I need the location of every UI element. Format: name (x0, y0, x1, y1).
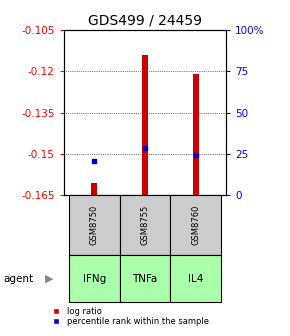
Title: GDS499 / 24459: GDS499 / 24459 (88, 14, 202, 28)
Bar (142, 55, 148, 195)
Text: GSM8755: GSM8755 (140, 205, 150, 245)
Bar (119, 255, 171, 302)
Bar (171, 195, 221, 255)
Bar (91, 182, 97, 195)
Text: GSM8760: GSM8760 (191, 205, 200, 245)
Bar (193, 74, 199, 195)
Legend: log ratio, percentile rank within the sample: log ratio, percentile rank within the sa… (48, 306, 209, 326)
Text: GSM8750: GSM8750 (90, 205, 99, 245)
Text: TNFa: TNFa (132, 274, 158, 284)
Bar (171, 255, 221, 302)
Bar (69, 195, 120, 255)
Text: agent: agent (3, 274, 33, 284)
Bar (69, 255, 120, 302)
Bar (119, 195, 171, 255)
Text: ▶: ▶ (45, 274, 53, 284)
Text: IL4: IL4 (188, 274, 204, 284)
Text: IFNg: IFNg (83, 274, 106, 284)
